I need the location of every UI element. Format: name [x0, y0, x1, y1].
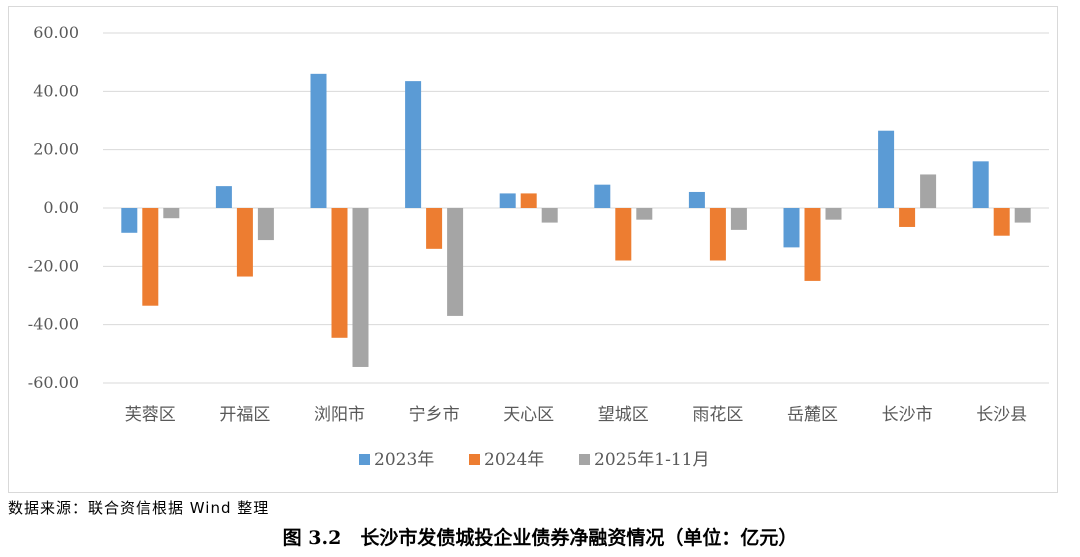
- x-category-label: 开福区: [219, 405, 270, 425]
- bars: [121, 73, 1031, 367]
- x-category-label: 天心区: [503, 405, 554, 425]
- y-tick-label: 20.00: [33, 140, 79, 159]
- x-category-label: 宁乡市: [409, 405, 460, 425]
- legend-label: 2024年: [484, 450, 544, 470]
- bar: [257, 208, 274, 241]
- legend-swatch: [579, 454, 590, 465]
- bar: [426, 208, 443, 249]
- bar: [352, 208, 369, 367]
- figure-caption: 图 3.2 长沙市发债城投企业债券净融资情况（单位：亿元）: [282, 527, 798, 549]
- bar: [783, 208, 800, 248]
- bar: [520, 193, 537, 208]
- bar: [878, 130, 895, 208]
- x-category-label: 芙蓉区: [125, 405, 176, 425]
- y-tick-label: -20.00: [28, 256, 79, 275]
- bar: [825, 208, 842, 220]
- bar: [163, 208, 180, 219]
- bar: [804, 208, 821, 281]
- y-tick-label: 0.00: [43, 198, 79, 217]
- bar: [899, 208, 916, 227]
- bar: [688, 191, 705, 208]
- bar: [236, 208, 253, 277]
- y-axis-ticks: 60.00 40.00 20.00 0.00 -20.00 -40.00 -60.00: [28, 23, 79, 392]
- legend: 2023年 2024年 2025年1-11月: [359, 450, 709, 470]
- source-note: 数据来源：联合资信根据 Wind 整理: [8, 499, 270, 517]
- x-axis-categories: 芙蓉区 开福区 浏阳市 宁乡市 天心区 望城区 雨花区 岳麓区 长沙市 长沙县: [125, 405, 1027, 425]
- x-category-label: 长沙县: [976, 405, 1027, 425]
- bar: [215, 186, 232, 208]
- y-tick-label: 60.00: [33, 23, 79, 42]
- bar: [331, 208, 348, 338]
- legend-swatch: [469, 454, 480, 465]
- bar: [636, 208, 653, 220]
- bar: [121, 208, 138, 233]
- x-category-label: 雨花区: [692, 405, 743, 425]
- legend-swatch: [359, 454, 370, 465]
- bar: [993, 208, 1010, 236]
- bar: [499, 193, 516, 208]
- x-category-label: 长沙市: [882, 405, 933, 425]
- y-tick-label: 40.00: [33, 81, 79, 100]
- x-category-label: 望城区: [598, 405, 649, 425]
- bar: [142, 208, 159, 306]
- bar: [447, 208, 464, 316]
- bar: [1014, 208, 1031, 223]
- bar: [594, 184, 611, 208]
- legend-label: 2025年1-11月: [594, 450, 709, 470]
- legend-label: 2023年: [374, 450, 434, 470]
- bar: [541, 208, 558, 223]
- y-tick-label: -60.00: [28, 373, 79, 392]
- bar: [310, 73, 327, 208]
- bar-chart: 60.00 40.00 20.00 0.00 -20.00 -40.00 -60.00 芙蓉…: [28, 23, 1049, 470]
- bar: [920, 174, 937, 208]
- bar: [730, 208, 747, 230]
- y-tick-label: -40.00: [28, 315, 79, 334]
- bar: [405, 81, 422, 208]
- x-category-label: 浏阳市: [314, 405, 365, 425]
- bar: [709, 208, 726, 261]
- x-category-label: 岳麓区: [787, 405, 838, 425]
- chart-frame: 60.00 40.00 20.00 0.00 -20.00 -40.00 -60.00 芙蓉…: [8, 6, 1058, 493]
- bar: [972, 161, 989, 208]
- bar: [615, 208, 632, 261]
